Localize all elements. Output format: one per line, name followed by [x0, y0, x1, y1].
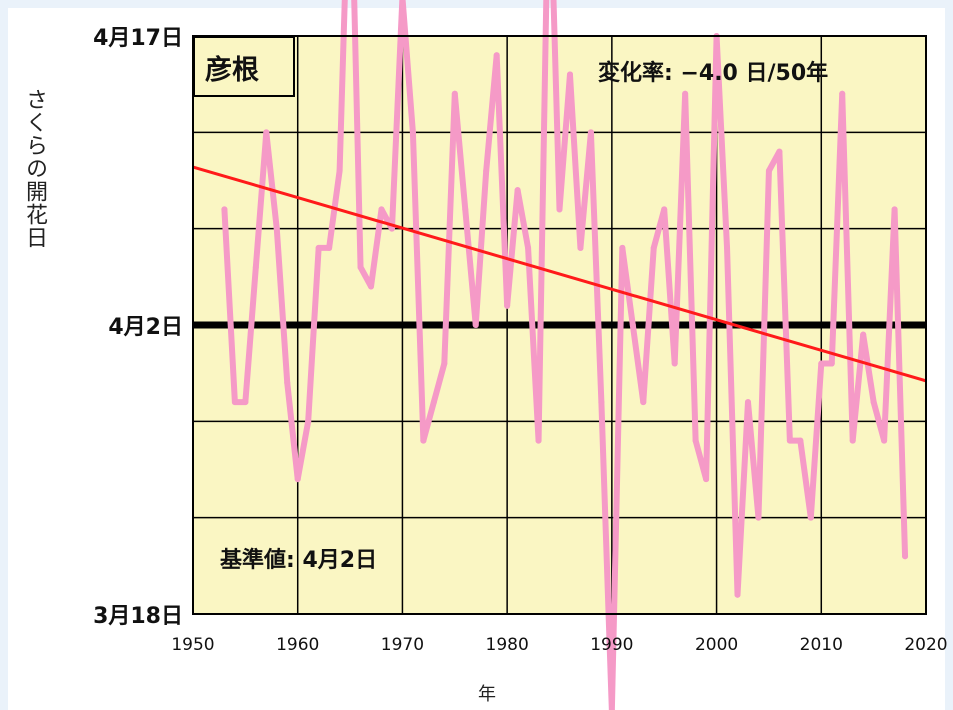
x-tick-label: 1990	[590, 635, 633, 655]
data-point	[849, 437, 856, 444]
x-tick-label: 1960	[276, 635, 319, 655]
data-point	[860, 331, 867, 338]
x-axis-label: 年	[478, 684, 496, 705]
x-tick-label: 2020	[904, 635, 947, 655]
data-point	[566, 71, 573, 78]
data-point	[755, 514, 762, 521]
data-point	[608, 707, 615, 710]
title-box	[193, 36, 295, 97]
plot-frame	[192, 35, 927, 615]
data-point	[734, 591, 741, 598]
data-point	[776, 148, 783, 155]
data-point	[420, 437, 427, 444]
trend-group	[192, 165, 927, 383]
y-tick-label: 4月2日	[108, 315, 183, 340]
data-point	[556, 206, 563, 213]
trend-line	[192, 165, 927, 383]
data-point	[692, 437, 699, 444]
data-point	[902, 553, 909, 560]
data-point	[263, 129, 270, 136]
data-point	[703, 476, 710, 483]
x-tick-label: 1950	[171, 635, 214, 655]
data-point	[221, 206, 228, 213]
data-point	[818, 360, 825, 367]
base-annotation: 基準値: 4月2日	[220, 547, 377, 573]
y-axis-label: さくらの開花日	[22, 88, 47, 249]
data-point	[231, 399, 238, 406]
data-point	[368, 283, 375, 290]
data-point	[786, 437, 793, 444]
data-point	[294, 476, 301, 483]
x-tick-labels: 1950 1960 1970 1980 1990 2000 2010 2020	[171, 635, 947, 655]
x-tick-label: 2000	[695, 635, 738, 655]
data-point	[577, 244, 584, 251]
data-point	[305, 418, 312, 425]
data-point	[430, 399, 437, 406]
data-point	[765, 167, 772, 174]
data-point	[744, 399, 751, 406]
data-point	[378, 206, 385, 213]
data-point	[619, 244, 626, 251]
x-tick-label: 1970	[381, 635, 424, 655]
data-point	[682, 90, 689, 97]
y-tick-label: 3月18日	[93, 604, 183, 629]
series-group	[221, 0, 909, 710]
data-point	[483, 167, 490, 174]
data-point	[598, 399, 605, 406]
data-point	[462, 206, 469, 213]
y-tick-labels: 4月17日 4月2日 3月18日	[93, 26, 183, 629]
rate-annotation: 変化率: −4.0 日/50年	[598, 60, 828, 86]
data-point	[326, 244, 333, 251]
y-tick-label: 4月17日	[93, 26, 183, 51]
data-point	[839, 90, 846, 97]
data-point	[242, 399, 249, 406]
data-point	[870, 399, 877, 406]
data-point	[881, 437, 888, 444]
x-tick-label: 1980	[486, 635, 529, 655]
data-point	[273, 225, 280, 232]
chart-title: 彦根	[205, 54, 259, 86]
data-point	[514, 187, 521, 194]
data-point	[828, 360, 835, 367]
data-point	[388, 225, 395, 232]
data-point	[807, 514, 814, 521]
data-point	[336, 167, 343, 174]
data-point	[587, 129, 594, 136]
data-point	[409, 129, 416, 136]
data-point	[671, 360, 678, 367]
data-point	[441, 360, 448, 367]
data-point	[525, 244, 532, 251]
data-point	[629, 322, 636, 328]
data-point	[535, 437, 542, 444]
x-tick-label: 2010	[800, 635, 843, 655]
data-point	[451, 90, 458, 97]
data-point	[891, 206, 898, 213]
data-point	[650, 244, 657, 251]
data-point	[504, 302, 511, 309]
data-point	[661, 206, 668, 213]
data-point	[640, 399, 647, 406]
data-point	[252, 264, 259, 271]
data-point	[797, 437, 804, 444]
data-point	[724, 244, 731, 251]
data-point	[284, 379, 291, 386]
data-point	[472, 322, 479, 328]
data-point	[493, 52, 500, 59]
data-point	[357, 264, 364, 271]
data-point	[315, 244, 322, 251]
